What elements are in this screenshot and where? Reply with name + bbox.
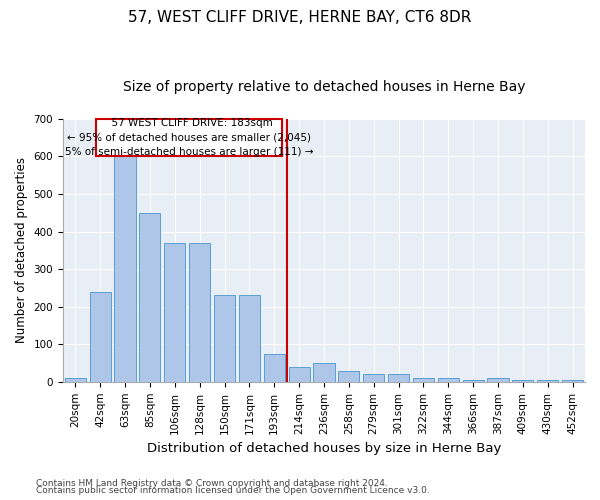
Bar	[562, 380, 583, 382]
Bar	[463, 380, 484, 382]
X-axis label: Distribution of detached houses by size in Herne Bay: Distribution of detached houses by size …	[147, 442, 501, 455]
Bar	[115, 149, 136, 382]
Bar	[338, 370, 359, 382]
Bar	[437, 378, 459, 382]
Bar	[289, 367, 310, 382]
Y-axis label: Number of detached properties: Number of detached properties	[15, 158, 28, 344]
Bar	[313, 363, 335, 382]
Text: Contains HM Land Registry data © Crown copyright and database right 2024.: Contains HM Land Registry data © Crown c…	[36, 478, 388, 488]
Bar	[537, 380, 558, 382]
Text: 57, WEST CLIFF DRIVE, HERNE BAY, CT6 8DR: 57, WEST CLIFF DRIVE, HERNE BAY, CT6 8DR	[128, 10, 472, 25]
Bar	[363, 374, 384, 382]
Bar	[214, 296, 235, 382]
Bar	[239, 296, 260, 382]
Bar	[97, 119, 281, 156]
Bar	[388, 374, 409, 382]
Bar	[65, 378, 86, 382]
Bar	[189, 243, 210, 382]
Bar	[89, 292, 111, 382]
Bar	[139, 212, 160, 382]
Bar	[487, 378, 509, 382]
Text: 57 WEST CLIFF DRIVE: 183sqm
← 95% of detached houses are smaller (2,045)
5% of s: 57 WEST CLIFF DRIVE: 183sqm ← 95% of det…	[65, 118, 313, 158]
Bar	[512, 380, 533, 382]
Title: Size of property relative to detached houses in Herne Bay: Size of property relative to detached ho…	[123, 80, 525, 94]
Text: Contains public sector information licensed under the Open Government Licence v3: Contains public sector information licen…	[36, 486, 430, 495]
Bar	[413, 378, 434, 382]
Bar	[164, 243, 185, 382]
Bar	[263, 354, 285, 382]
